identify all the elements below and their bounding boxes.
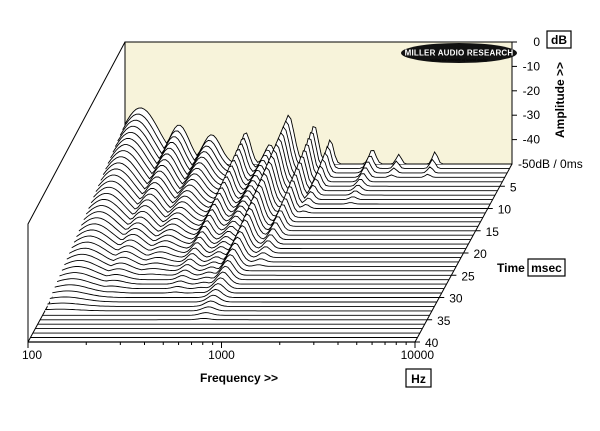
amplitude-tick-label: 0 [533, 35, 540, 49]
slice-fill [122, 114, 510, 169]
time-tick-label: 25 [461, 269, 475, 283]
waterfall-slices [28, 107, 512, 343]
slice-fill [57, 277, 445, 289]
miller-audio-research-logo: MILLER AUDIO RESEARCH setting the measur… [401, 43, 517, 63]
slice-trace [110, 144, 498, 192]
slice-trace [85, 205, 474, 236]
frequency-tick-label: 10000 [401, 348, 435, 362]
frequency-tick-label: 100 [22, 348, 42, 362]
slice-fill [52, 289, 440, 298]
slice-fill [120, 120, 508, 173]
slice-trace [76, 229, 464, 254]
slice-trace [61, 265, 449, 281]
time-tick-label: 35 [437, 314, 451, 328]
slice-trace [117, 125, 505, 178]
slice-trace [44, 306, 432, 312]
slice-trace [119, 119, 508, 174]
amplitude-unit-box [546, 30, 572, 49]
slice-trace [88, 199, 476, 232]
time-tick-label: 30 [449, 292, 463, 306]
amplitude-unit: dB [551, 33, 567, 47]
slice-trace [71, 241, 459, 263]
amplitude-axis-label: Amplitude >> [553, 62, 567, 138]
slice-fill [59, 272, 447, 285]
slice-trace [112, 138, 500, 187]
slice-trace [59, 271, 447, 285]
slice-trace [95, 180, 483, 218]
slice-fill [61, 266, 449, 280]
slice-trace [73, 235, 462, 258]
slice-trace [81, 217, 469, 245]
amplitude-tick-label: -20 [523, 84, 541, 98]
slice-trace [64, 259, 452, 276]
time-tick-label: 10 [498, 203, 512, 217]
slice-trace [66, 253, 454, 272]
slice-trace [100, 168, 488, 209]
slice-trace [54, 283, 442, 294]
slice-trace [56, 277, 445, 290]
frequency-axis-label: Frequency >> [200, 371, 278, 385]
slice-fill [125, 108, 512, 164]
slice-trace [97, 174, 486, 214]
slice-trace [42, 312, 430, 316]
frequency-unit: Hz [411, 372, 426, 386]
amplitude-tick-label: -30 [523, 108, 541, 122]
time-tick-label: 40 [425, 336, 439, 350]
slice-fill [117, 126, 505, 178]
slice-fill [47, 301, 435, 307]
logo-tagline: setting the measure of sound quality [430, 57, 488, 62]
slice-trace [124, 107, 512, 165]
time-unit: msec [531, 261, 562, 275]
slice-trace [107, 150, 495, 196]
time-tick-label: 20 [474, 247, 488, 261]
frequency-tick-label: 1000 [208, 348, 235, 362]
amplitude-ticks: 0 -10 -20 -30 -40 [512, 35, 540, 147]
logo-name: MILLER AUDIO RESEARCH [405, 49, 514, 58]
amplitude-floor-label: -50dB / 0ms [518, 157, 583, 171]
slice-trace [122, 113, 510, 169]
slice-trace [105, 156, 493, 201]
slice-trace [49, 294, 437, 303]
slice-trace [83, 211, 471, 241]
slice-trace [40, 317, 428, 321]
slice-trace [114, 131, 503, 183]
slice-fill [64, 260, 452, 276]
slice-trace [78, 223, 466, 250]
slice-trace [90, 192, 479, 227]
amplitude-tick-label: -10 [523, 59, 541, 73]
slice-trace [52, 288, 440, 298]
slice-fill [54, 283, 442, 293]
frequency-ticks: 100 1000 10000 [22, 342, 434, 362]
frequency-unit-box [405, 368, 432, 388]
time-tick-label: 15 [486, 225, 500, 239]
slice-fill [49, 295, 437, 302]
amplitude-tick-label: -40 [523, 133, 541, 147]
slice-trace [47, 300, 435, 307]
slice-fill [66, 254, 454, 271]
slice-trace [93, 186, 481, 223]
slice-trace [68, 247, 457, 267]
time-unit-box [527, 258, 566, 277]
time-tick-label: 5 [510, 180, 517, 194]
slice-trace [102, 162, 491, 205]
time-axis-label: Time [497, 261, 525, 275]
time-ticks: 5 10 15 20 25 30 35 40 [415, 180, 517, 350]
